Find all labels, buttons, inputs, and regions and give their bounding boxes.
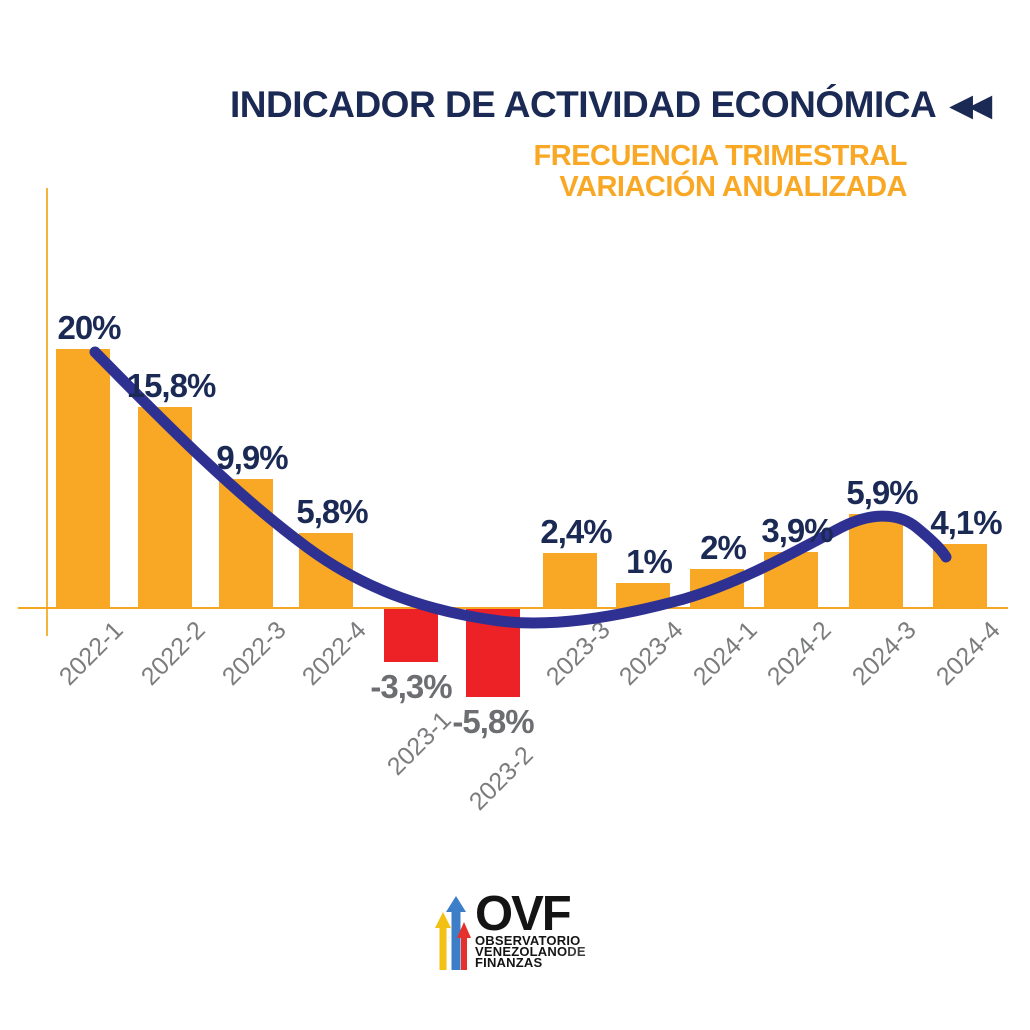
bar-value-label-2024-3: 5,9% <box>846 474 918 511</box>
double-left-arrows-icon: ◀◀ <box>950 90 992 122</box>
bar-value-label-2022-1: 20% <box>57 309 121 346</box>
chart-subtitle: FRECUENCIA TRIMESTRAL VARIACIÓN ANUALIZA… <box>405 140 908 203</box>
bar-value-label-2023-4: 1% <box>626 543 673 580</box>
bar-value-label-2024-4: 4,1% <box>930 504 1002 541</box>
bar-2024-2 <box>764 552 818 608</box>
bar-value-label-2023-2: -5,8% <box>452 703 534 740</box>
page-title: INDICADOR DE ACTIVIDAD ECONÓMICA ◀◀ <box>230 84 992 126</box>
bar-2024-1 <box>690 569 744 608</box>
bar-value-label-2023-3: 2,4% <box>540 513 612 550</box>
bar-2023-3 <box>543 553 597 608</box>
bar-2023-1 <box>384 609 438 662</box>
logo-line-finanzas: FINANZAS <box>475 955 543 970</box>
bar-value-label-2023-1: -3,3% <box>370 668 452 705</box>
bar-value-label-2022-2: 15,8% <box>126 367 217 404</box>
bar-2023-4 <box>616 583 670 608</box>
logo-text: OVF OBSERVATORIO VENEZOLANODE FINANZAS <box>475 887 586 970</box>
bar-2023-2 <box>466 609 520 697</box>
bar-2022-3 <box>219 479 273 608</box>
logo-arrows-icon <box>435 896 471 970</box>
bar-value-label-2024-2: 3,9% <box>761 512 833 549</box>
subtitle-line-2: VARIACIÓN ANUALIZADA <box>559 171 907 203</box>
bar-2022-4 <box>299 533 353 608</box>
bar-2024-4 <box>933 544 987 608</box>
logo-acronym: OVF <box>475 887 572 941</box>
y-axis-line <box>46 188 48 636</box>
subtitle-line-1: FRECUENCIA TRIMESTRAL <box>533 140 908 172</box>
title-text: INDICADOR DE ACTIVIDAD ECONÓMICA <box>230 84 937 125</box>
bar-2024-3 <box>849 514 903 608</box>
bar-2022-2 <box>138 407 192 608</box>
bar-2022-1 <box>56 349 110 608</box>
bar-value-label-2022-3: 9,9% <box>216 439 288 476</box>
bar-value-label-2024-1: 2% <box>700 529 747 566</box>
logo-line-venezolano-de: VENEZOLANODE <box>475 944 586 959</box>
logo-line-observatorio: OBSERVATORIO <box>475 933 581 948</box>
bar-value-label-2022-4: 5,8% <box>296 493 368 530</box>
